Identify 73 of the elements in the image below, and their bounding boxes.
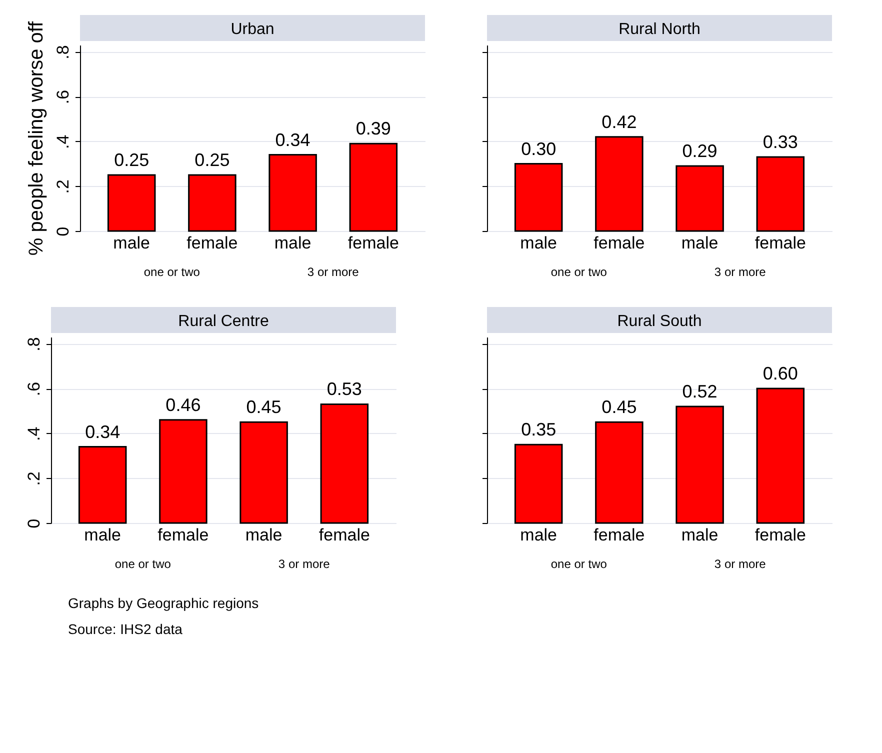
data-label: 0.30 xyxy=(520,138,556,159)
y-tick-label: .4 xyxy=(54,134,72,149)
text: 3 or more xyxy=(714,557,766,571)
y-tick-label: .6 xyxy=(54,90,72,104)
chart-title: Rural South xyxy=(616,313,702,330)
y-axis-title: % people feeling worse off xyxy=(26,20,48,256)
data-label: 0.35 xyxy=(520,420,556,440)
chart-title: Rural Centre xyxy=(178,313,269,330)
bar xyxy=(240,421,288,524)
chart-title: Rural North xyxy=(618,21,700,38)
data-label: 0.34 xyxy=(275,130,310,150)
data-label: 0.60 xyxy=(762,364,798,384)
text: 3 or more xyxy=(307,265,360,279)
x-tick-label: female xyxy=(593,526,644,544)
bar xyxy=(159,419,208,524)
data-label: 0.25 xyxy=(194,150,230,170)
x-tick-label: male xyxy=(274,234,312,252)
x-tick-label: male xyxy=(245,526,282,544)
text: one or two xyxy=(550,265,607,279)
x-tick-label: female xyxy=(318,526,370,544)
y-tick-label: .8 xyxy=(24,337,44,352)
data-label: 0.42 xyxy=(601,112,636,132)
text: 3 or more xyxy=(278,557,330,571)
data-label: 0.25 xyxy=(114,150,150,170)
bar xyxy=(320,403,369,524)
bar xyxy=(756,156,804,232)
x-tick-label: female xyxy=(348,234,399,252)
y-tick-label: 0 xyxy=(24,518,44,528)
x-tick-label: female xyxy=(158,526,209,544)
bar xyxy=(188,174,236,232)
text: 3 or more xyxy=(714,265,766,279)
x-tick-label: female xyxy=(754,234,806,252)
bar xyxy=(594,136,643,232)
text: one or two xyxy=(114,557,172,571)
bar xyxy=(514,444,562,524)
text: Graphs by Geographic regions xyxy=(68,594,260,613)
data-label: 0.34 xyxy=(85,422,120,442)
bar xyxy=(594,421,643,524)
y-tick-label: .2 xyxy=(54,180,72,194)
text: one or two xyxy=(550,557,607,571)
data-label: 0.29 xyxy=(682,141,717,162)
bar xyxy=(756,388,804,524)
data-label: 0.45 xyxy=(601,397,636,418)
x-tick-label: male xyxy=(520,234,557,252)
data-label: 0.46 xyxy=(166,394,201,415)
data-label: 0.53 xyxy=(326,379,362,400)
x-tick-label: female xyxy=(593,234,644,252)
y-tick-label: .6 xyxy=(24,382,44,396)
x-tick-label: male xyxy=(520,526,557,544)
bar xyxy=(514,163,562,232)
data-label: 0.33 xyxy=(762,132,798,152)
y-tick-label: 0 xyxy=(54,226,72,236)
data-label: 0.39 xyxy=(356,118,391,139)
bar xyxy=(675,165,724,232)
x-tick-label: female xyxy=(754,526,806,544)
bar xyxy=(107,174,156,232)
y-tick-label: .8 xyxy=(54,45,72,60)
x-tick-label: female xyxy=(186,234,238,252)
bar xyxy=(268,154,317,232)
x-tick-label: male xyxy=(680,526,718,544)
x-tick-label: male xyxy=(84,526,122,544)
source-note: Source: IHS2 data xyxy=(68,620,184,639)
bar xyxy=(675,406,724,524)
data-label: 0.45 xyxy=(246,397,282,418)
y-tick-label: .4 xyxy=(24,426,44,441)
x-tick-label: male xyxy=(113,234,150,252)
bar xyxy=(78,446,127,524)
chart-title: Urban xyxy=(230,21,274,38)
text: one or two xyxy=(144,265,200,279)
x-tick-label: male xyxy=(680,234,718,252)
data-label: 0.52 xyxy=(682,381,717,402)
y-tick-label: .2 xyxy=(24,472,44,486)
bar xyxy=(349,142,398,232)
